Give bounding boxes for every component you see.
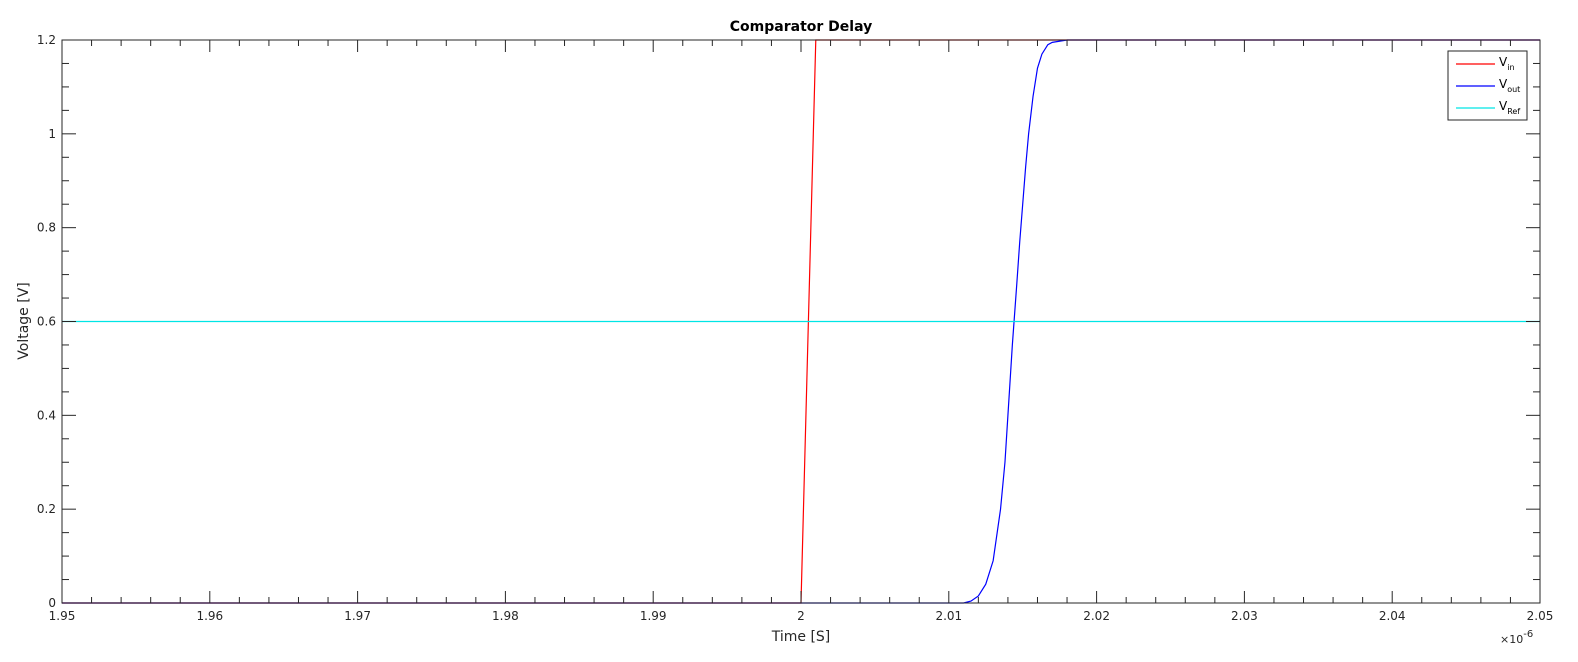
x-tick-label: 1.98: [492, 609, 519, 623]
legend-label-vin: Vin: [1499, 55, 1515, 72]
legend: Vin Vout VRef: [1447, 50, 1528, 121]
x-tick-label: 2.05: [1527, 609, 1554, 623]
y-tick-label: 0.4: [37, 408, 56, 422]
x-tick-label: 2.04: [1379, 609, 1406, 623]
y-tick-label: 0.8: [37, 221, 56, 235]
legend-label-vref: VRef: [1499, 99, 1520, 116]
x-axis-multiplier: ×10-6: [1500, 629, 1533, 646]
x-tick-label: 2.03: [1231, 609, 1258, 623]
plot-frame: [61, 39, 1541, 604]
x-tick-label: 1.96: [196, 609, 223, 623]
y-tick-label: 0.2: [37, 502, 56, 516]
x-multiplier-base: ×10: [1500, 633, 1523, 646]
x-tick-label: 2: [797, 609, 805, 623]
x-tick-label: 1.97: [344, 609, 371, 623]
x-multiplier-exponent: -6: [1523, 629, 1533, 640]
y-axis-label: Voltage [V]: [16, 282, 32, 359]
ticks-layer: [61, 39, 1541, 604]
x-axis-label: Time [S]: [771, 629, 831, 645]
y-tick-label: 0.6: [37, 315, 56, 329]
x-tick-label: 1.95: [49, 609, 76, 623]
x-tick-label: 1.99: [640, 609, 667, 623]
x-tick-label: 2.02: [1083, 609, 1110, 623]
legend-label-vout: Vout: [1499, 77, 1520, 94]
y-tick-label: 1: [48, 127, 56, 141]
tick-labels-layer: 1.95 1.96 1.97 1.98 1.99 2 2.01 2.02 2.03 2.04 2.0…: [37, 33, 1553, 623]
chart-title: Comparator Delay: [730, 19, 872, 35]
series-line-vout: [62, 39, 1540, 604]
y-tick-label: 1.2: [37, 33, 56, 47]
x-tick-label: 2.01: [935, 609, 962, 623]
y-tick-label: 0: [48, 596, 56, 610]
